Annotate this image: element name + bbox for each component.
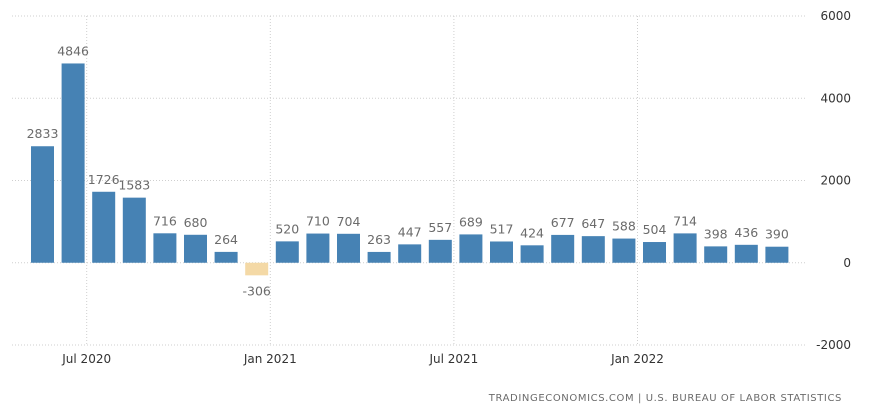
data-label: 680 — [184, 215, 208, 230]
x-tick-label: Jan 2021 — [243, 352, 297, 366]
bar — [520, 245, 544, 263]
y-tick-label: 2000 — [820, 174, 851, 188]
data-label: 390 — [765, 227, 789, 242]
bar — [734, 244, 758, 263]
x-axis-ticks: Jul 2020 Jan 2021 Jul 2021 Jan 2022 — [61, 352, 664, 366]
bar — [306, 233, 330, 263]
data-label: 447 — [398, 224, 422, 239]
bar — [214, 251, 238, 263]
data-label: 716 — [153, 213, 177, 228]
bar — [643, 242, 666, 263]
data-label: 1726 — [88, 172, 120, 187]
bar — [490, 241, 513, 263]
bar — [398, 244, 422, 263]
x-tick-label: Jul 2020 — [61, 352, 111, 366]
bar — [245, 262, 269, 276]
bar — [367, 251, 391, 263]
bar — [704, 246, 728, 263]
y-tick-label: 0 — [843, 256, 851, 270]
data-label: 647 — [581, 216, 605, 231]
bar — [275, 241, 299, 263]
bars — [31, 63, 789, 276]
data-label: 263 — [367, 232, 391, 247]
data-label: 517 — [490, 221, 514, 236]
data-label: 264 — [214, 232, 238, 247]
bar — [673, 233, 697, 263]
bar — [184, 234, 207, 263]
data-label: 704 — [337, 214, 361, 229]
bar — [122, 197, 146, 263]
data-label: 714 — [673, 213, 697, 228]
data-label: 689 — [459, 214, 483, 229]
data-label: 710 — [306, 214, 330, 229]
bar — [765, 246, 789, 263]
bar — [612, 238, 636, 263]
bar — [428, 239, 452, 263]
data-label: 398 — [704, 226, 728, 241]
source-credit: TRADINGECONOMICS.COM | U.S. BUREAU OF LA… — [488, 393, 842, 404]
bar — [551, 234, 575, 263]
bar — [337, 233, 360, 263]
data-label: 677 — [551, 215, 575, 230]
data-label: -306 — [243, 283, 271, 298]
data-label: 424 — [520, 225, 544, 240]
data-label: 436 — [734, 225, 758, 240]
bar — [153, 233, 177, 263]
y-tick-label: 6000 — [820, 9, 851, 23]
x-tick-label: Jan 2022 — [610, 352, 664, 366]
data-label: 520 — [275, 221, 299, 236]
bar — [459, 234, 483, 263]
data-label: 557 — [428, 220, 452, 235]
y-tick-label: -2000 — [816, 338, 851, 352]
data-label: 588 — [612, 219, 636, 234]
y-tick-label: 4000 — [820, 91, 851, 105]
data-label: 504 — [643, 222, 667, 237]
bar — [581, 236, 605, 263]
y-axis-ticks: 6000 4000 2000 0 -2000 — [816, 9, 851, 352]
data-label: 1583 — [118, 178, 150, 193]
bar — [31, 146, 54, 263]
data-label: 4846 — [57, 43, 89, 58]
x-tick-label: Jul 2021 — [428, 352, 478, 366]
bar — [92, 191, 116, 263]
bar — [61, 63, 85, 263]
data-label: 2833 — [27, 126, 59, 141]
